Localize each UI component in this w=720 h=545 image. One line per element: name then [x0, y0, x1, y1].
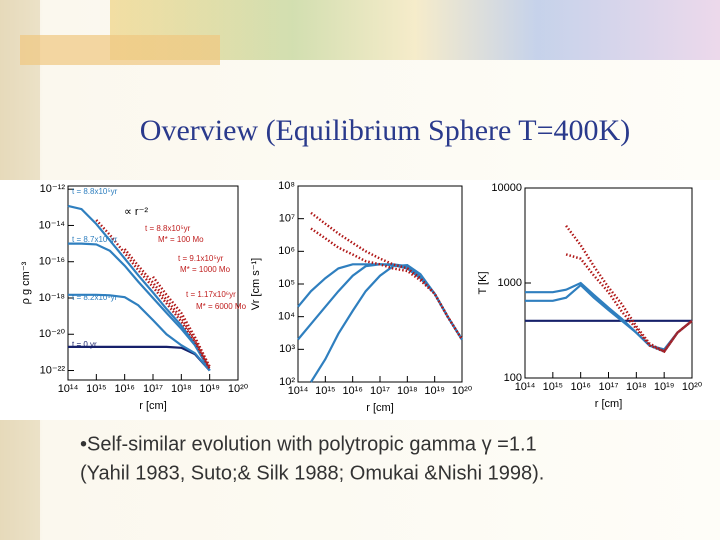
- annotation: t = 1.17x10⁶yr: [186, 290, 236, 299]
- x-tick-label: 10¹⁶: [342, 385, 362, 397]
- x-tick-label: 10²⁰: [228, 383, 249, 395]
- data-line: [95, 219, 211, 370]
- x-tick-label: 10¹⁷: [143, 383, 163, 395]
- y-tick-label: 1000: [498, 277, 522, 289]
- x-axis-label: r [cm]: [139, 400, 167, 412]
- x-tick-label: 10¹⁶: [570, 381, 590, 393]
- data-line: [565, 253, 693, 354]
- slide-title: Overview (Equilibrium Sphere T=400K): [140, 114, 630, 147]
- y-tick-label: 10⁸: [278, 180, 295, 192]
- y-tick-label: 10⁻¹⁶: [39, 256, 65, 268]
- data-line: [565, 225, 693, 354]
- data-line: [310, 263, 463, 383]
- x-tick-label: 10²⁰: [452, 385, 473, 397]
- y-axis-label: T [K]: [477, 271, 489, 294]
- x-tick-label: 10¹⁸: [397, 385, 418, 397]
- annotation: t = 8.8x10⁵yr: [72, 187, 118, 196]
- y-tick-label: 10⁻²²: [40, 364, 66, 376]
- x-tick-label: 10¹⁴: [288, 385, 309, 397]
- annotation: t = 8.8x10⁵yr: [145, 224, 191, 233]
- y-axis-label: Vr [cm s⁻¹]: [250, 258, 262, 310]
- x-tick-label: 10¹⁹: [199, 383, 220, 395]
- annotation: M* = 100 Mo: [158, 235, 204, 244]
- bullet-line: •Self-similar evolution with polytropic …: [80, 433, 537, 455]
- x-tick-label: 10²⁰: [682, 381, 703, 393]
- x-tick-label: 10¹⁷: [599, 381, 619, 393]
- y-tick-label: 100: [504, 372, 522, 384]
- x-tick-label: 10¹⁴: [58, 383, 79, 395]
- x-tick-label: 10¹⁵: [543, 381, 563, 393]
- annotation: t = 8.2x10⁵yr: [72, 293, 118, 302]
- data-line: [67, 204, 211, 372]
- annotation: M* = 1000 Mo: [180, 265, 231, 274]
- data-line: [68, 242, 211, 372]
- y-tick-label: 10⁷: [279, 213, 295, 225]
- y-tick-label: 10⁶: [278, 245, 295, 257]
- x-tick-label: 10¹⁹: [424, 385, 445, 397]
- bullet-line: (Yahil 1983, Suto;& Silk 1988; Omukai &N…: [80, 462, 544, 484]
- x-tick-label: 10¹⁸: [171, 383, 192, 395]
- annotation: t = 0 yr: [72, 340, 97, 349]
- x-tick-label: 10¹⁵: [86, 383, 106, 395]
- y-tick-label: 10⁴: [278, 311, 295, 323]
- annotation: M* = 6000 Mo: [196, 302, 247, 311]
- y-tick-label: 10⁻¹⁴: [39, 219, 66, 231]
- x-tick-label: 10¹⁹: [654, 381, 675, 393]
- y-tick-label: 10000: [491, 182, 522, 194]
- x-tick-label: 10¹⁷: [370, 385, 390, 397]
- data-line: [123, 248, 211, 369]
- x-tick-label: 10¹⁸: [626, 381, 647, 393]
- annotation: t = 8.7x10⁵yr: [72, 235, 118, 244]
- data-line: [310, 211, 464, 341]
- x-axis-label: r [cm]: [595, 398, 623, 410]
- y-tick-label: 10⁻²⁰: [39, 328, 66, 340]
- data-line: [151, 275, 211, 368]
- x-tick-label: 10¹⁶: [114, 383, 134, 395]
- x-tick-label: 10¹⁵: [315, 385, 335, 397]
- x-axis-label: r [cm]: [366, 402, 394, 414]
- y-tick-label: 10³: [279, 343, 295, 355]
- y-tick-label: 10⁵: [278, 278, 295, 290]
- annotation: t = 9.1x10⁵yr: [178, 254, 224, 263]
- banner-block: [20, 35, 220, 65]
- y-tick-label: 10⁻¹⁸: [39, 292, 65, 304]
- y-tick-label: 10²: [279, 376, 295, 388]
- annotation: ∝ r⁻²: [124, 206, 148, 218]
- y-tick-label: 10⁻¹²: [40, 183, 66, 195]
- data-line: [68, 345, 211, 372]
- data-line: [310, 227, 464, 341]
- data-line: [68, 293, 211, 372]
- y-axis-label: ρ g cm⁻³: [20, 261, 32, 304]
- x-tick-label: 10¹⁴: [515, 381, 536, 393]
